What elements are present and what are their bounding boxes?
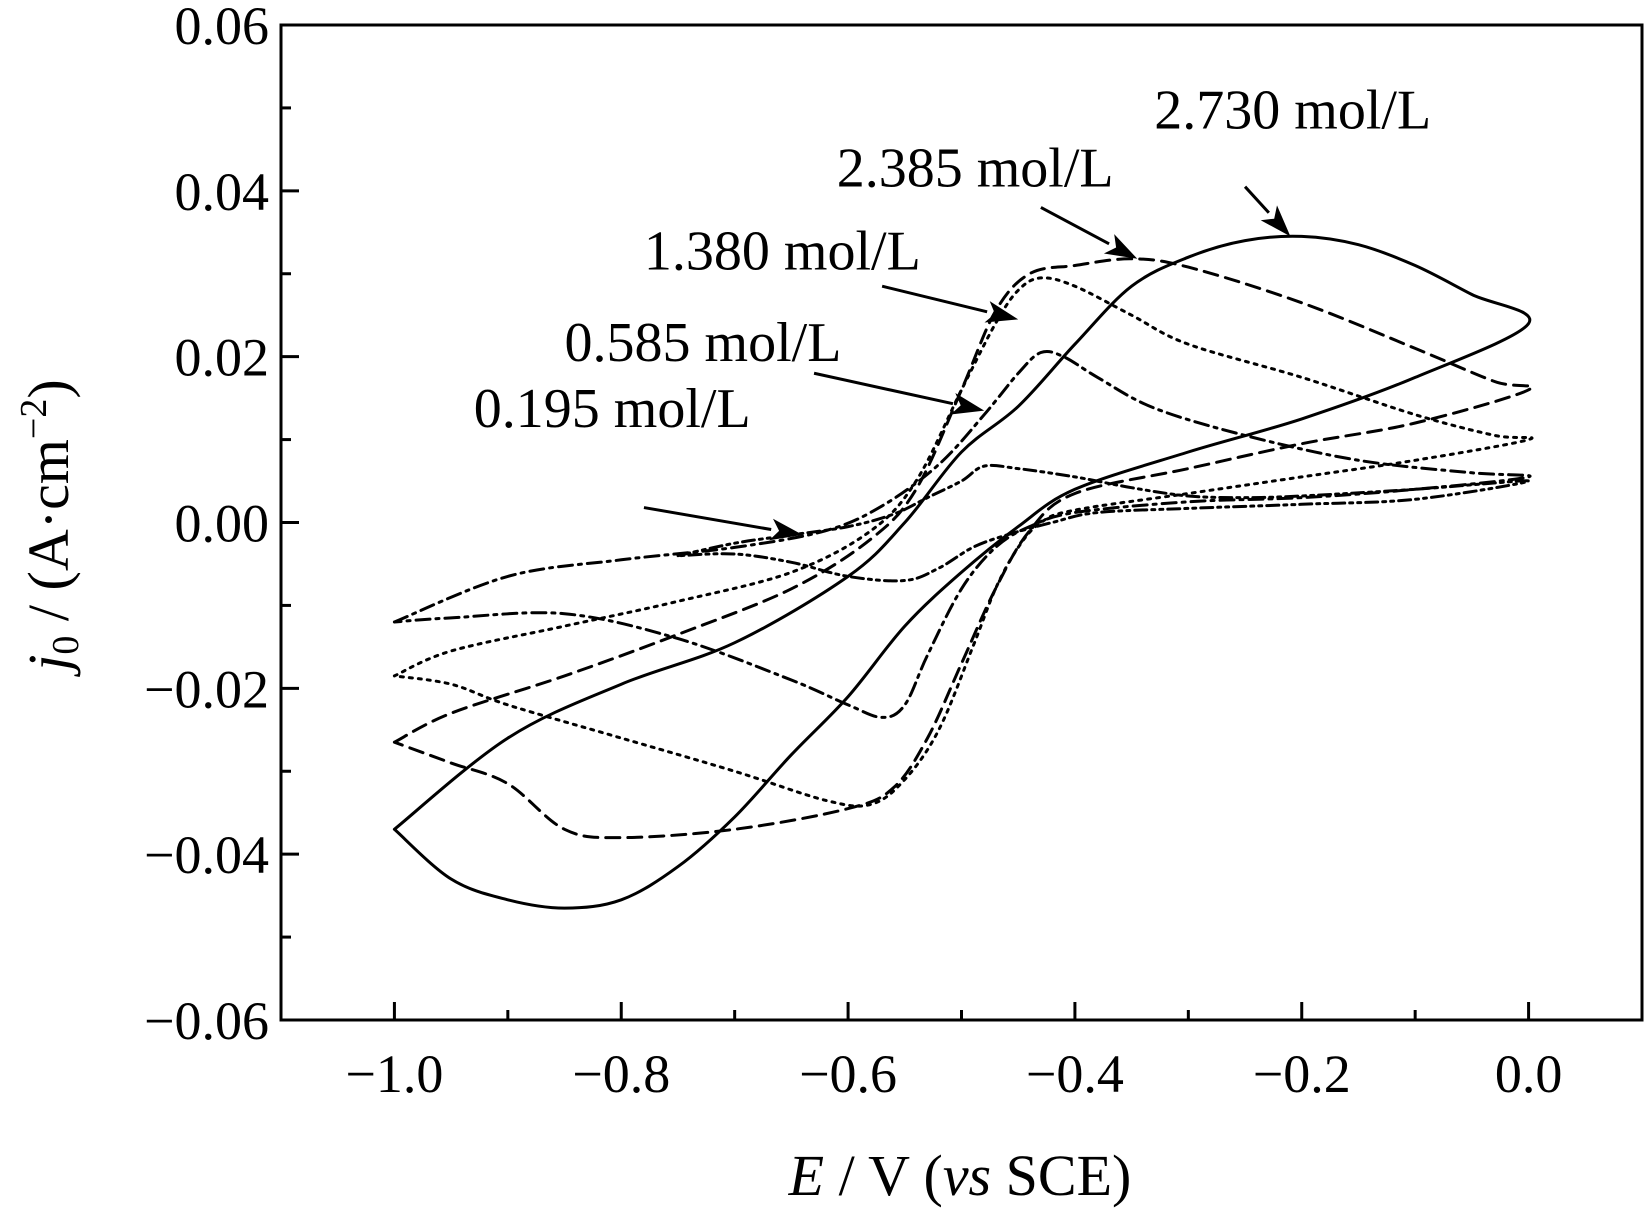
- series-line-2-385-mol-l: [392, 257, 1534, 840]
- y-axis-label-variable: j: [16, 655, 81, 678]
- series-line-0-195-mol-l: [676, 463, 1531, 583]
- y-tick-label: −0.06: [144, 991, 269, 1051]
- annotation-arrow-line: [813, 371, 954, 406]
- annotation-arrow-line: [1040, 206, 1110, 246]
- series-annotation-label: 2.385 mol/L: [837, 138, 1114, 200]
- annotation-arrow-line: [1243, 185, 1270, 214]
- y-tick-label: 0.00: [175, 494, 270, 554]
- y-axis-label-superscript: −2: [13, 399, 55, 439]
- x-tick-label: −0.2: [1253, 1044, 1351, 1104]
- x-tick-label: −0.6: [799, 1044, 897, 1104]
- series-line-2-730-mol-l: [392, 234, 1532, 910]
- x-tick-label: −1.0: [345, 1044, 443, 1104]
- curves-layer: [392, 234, 1534, 910]
- y-tick-label: 0.06: [175, 0, 270, 56]
- series-annotation-label: 0.195 mol/L: [474, 378, 751, 440]
- y-axis-label: j0 / (A·cm−2): [13, 379, 87, 677]
- x-tick-label: −0.4: [1026, 1044, 1124, 1104]
- annotation-arrow-line: [643, 506, 772, 531]
- x-axis-label-variable: E: [788, 1143, 824, 1208]
- annotation-arrowhead: [950, 393, 985, 415]
- y-axis-label-close: ): [16, 379, 81, 398]
- series-annotation-label: 0.585 mol/L: [565, 312, 842, 374]
- x-tick-label: 0.0: [1495, 1044, 1563, 1104]
- annotation-arrowhead: [769, 518, 803, 541]
- series-annotation-label: 1.380 mol/L: [644, 221, 921, 283]
- annotations-layer: 0.195 mol/L0.585 mol/L 1.380 mol/L 2.385 m…: [474, 80, 1431, 541]
- y-axis-label-unit: / (A·cm: [16, 439, 81, 636]
- y-tick-label: −0.04: [144, 825, 269, 885]
- x-axis-label-vs: vs: [943, 1143, 991, 1208]
- series-line-0-585-mol-l: [392, 349, 1532, 719]
- annotation-arrow-line: [881, 284, 988, 314]
- x-tick-label: −0.8: [572, 1044, 670, 1104]
- annotation-arrowhead: [1260, 205, 1291, 237]
- y-tick-label: 0.02: [175, 328, 270, 388]
- annotation-arrowhead: [984, 301, 1019, 323]
- ticks-layer: −1.0 −0.8 −0.6 −0.4 −0.2 0.0 −0.06 −0.04 −0.02 0.…: [144, 0, 1562, 1104]
- y-tick-label: 0.04: [175, 162, 270, 222]
- y-axis-label-subscript: 0: [45, 636, 87, 655]
- y-tick-label: −0.02: [144, 659, 269, 719]
- annotation-arrowhead: [1103, 234, 1138, 259]
- x-axis-label-reference: SCE): [991, 1143, 1131, 1208]
- x-axis-label: E / V (vs SCE): [788, 1143, 1132, 1208]
- series-annotation-label: 2.730 mol/L: [1154, 80, 1431, 142]
- x-axis-label-unit: / V (: [824, 1143, 943, 1208]
